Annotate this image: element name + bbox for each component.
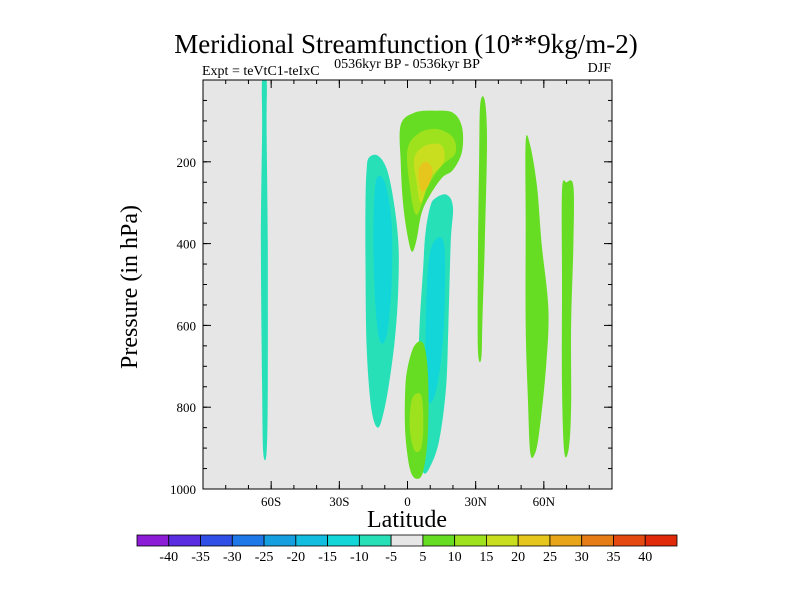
x-tick-label: 0: [404, 494, 411, 509]
x-tick-label: 30N: [464, 494, 487, 509]
colorbar-label: -30: [223, 550, 242, 565]
colorbar-label: -25: [255, 550, 274, 565]
y-tick-label: 1000: [170, 482, 196, 497]
cell-south-negative-core: [373, 175, 393, 344]
y-tick-label: 400: [177, 237, 197, 252]
cell-55n: [525, 134, 549, 458]
cell-upper-positive-core: [418, 161, 433, 192]
colorbar-label: 5: [419, 550, 426, 565]
colorbar-label: 30: [575, 550, 589, 565]
cell-30n-strip: [477, 96, 487, 363]
x-tick-label: 30S: [329, 494, 349, 509]
colorbar-swatch: [549, 534, 583, 547]
colorbar-swatch: [422, 534, 456, 547]
colorbar-swatch: [358, 534, 392, 547]
colorbar-swatch: [454, 534, 487, 547]
colorbar-label: 15: [479, 550, 493, 565]
colorbar-swatch: [644, 534, 678, 547]
colorbar-label: -20: [286, 550, 305, 565]
colorbar-label: -35: [191, 550, 210, 565]
center-subtitle: 0536kyr BP - 0536kyr BP: [334, 57, 480, 72]
y-tick-label: 800: [177, 400, 197, 415]
cell-north-negative-core: [425, 237, 446, 404]
colorbar-swatch: [136, 534, 170, 547]
colorbar-swatch: [263, 534, 297, 547]
colorbar-swatch: [200, 534, 233, 547]
y-tick-label: 200: [177, 155, 197, 170]
colorbar-label: 20: [511, 550, 525, 565]
colorbar-label: -40: [159, 550, 178, 565]
colorbar-swatch: [231, 534, 265, 547]
cell-60s-strip: [260, 80, 268, 461]
cell-lower-positive-core: [409, 392, 424, 453]
colorbar-swatch: [295, 534, 328, 547]
cell-70n: [561, 180, 574, 458]
colorbar-label: -10: [350, 550, 369, 565]
colorbar-label: -5: [385, 550, 397, 565]
colorbar-swatch: [390, 534, 424, 547]
colorbar-label: 10: [448, 550, 462, 565]
x-axis-label: Latitude: [367, 507, 447, 533]
colorbar-label: 25: [543, 550, 557, 565]
contour-fills: [260, 80, 574, 479]
colorbar-swatch: [613, 534, 646, 547]
left-subtitle: Expt = teVtC1-teIxC: [202, 64, 320, 79]
colorbar-swatch: [168, 534, 201, 547]
colorbar-swatch: [581, 534, 614, 547]
colorbar-swatch: [517, 534, 551, 547]
right-subtitle: DJF: [588, 61, 612, 76]
colorbar-label: -15: [318, 550, 337, 565]
colorbar-swatch: [327, 534, 360, 547]
y-axis-label: Pressure (in hPa): [117, 205, 143, 369]
x-tick-label: 60S: [261, 494, 281, 509]
colorbar: -40 -35 -30 -25 -20 -15 -10 -5 5 10 15 20 25 30 35 40: [136, 534, 678, 565]
y-tick-label: 600: [177, 318, 197, 333]
chart-title: Meridional Streamfunction (10**9kg/m-2): [174, 29, 637, 59]
colorbar-label: 40: [638, 550, 652, 565]
colorbar-label: 35: [606, 550, 620, 565]
x-tick-label: 60N: [533, 494, 556, 509]
plot-area: 60S 30S 0 30N 60N 200 400 600 800 1000: [170, 79, 613, 509]
colorbar-swatch: [486, 534, 519, 547]
